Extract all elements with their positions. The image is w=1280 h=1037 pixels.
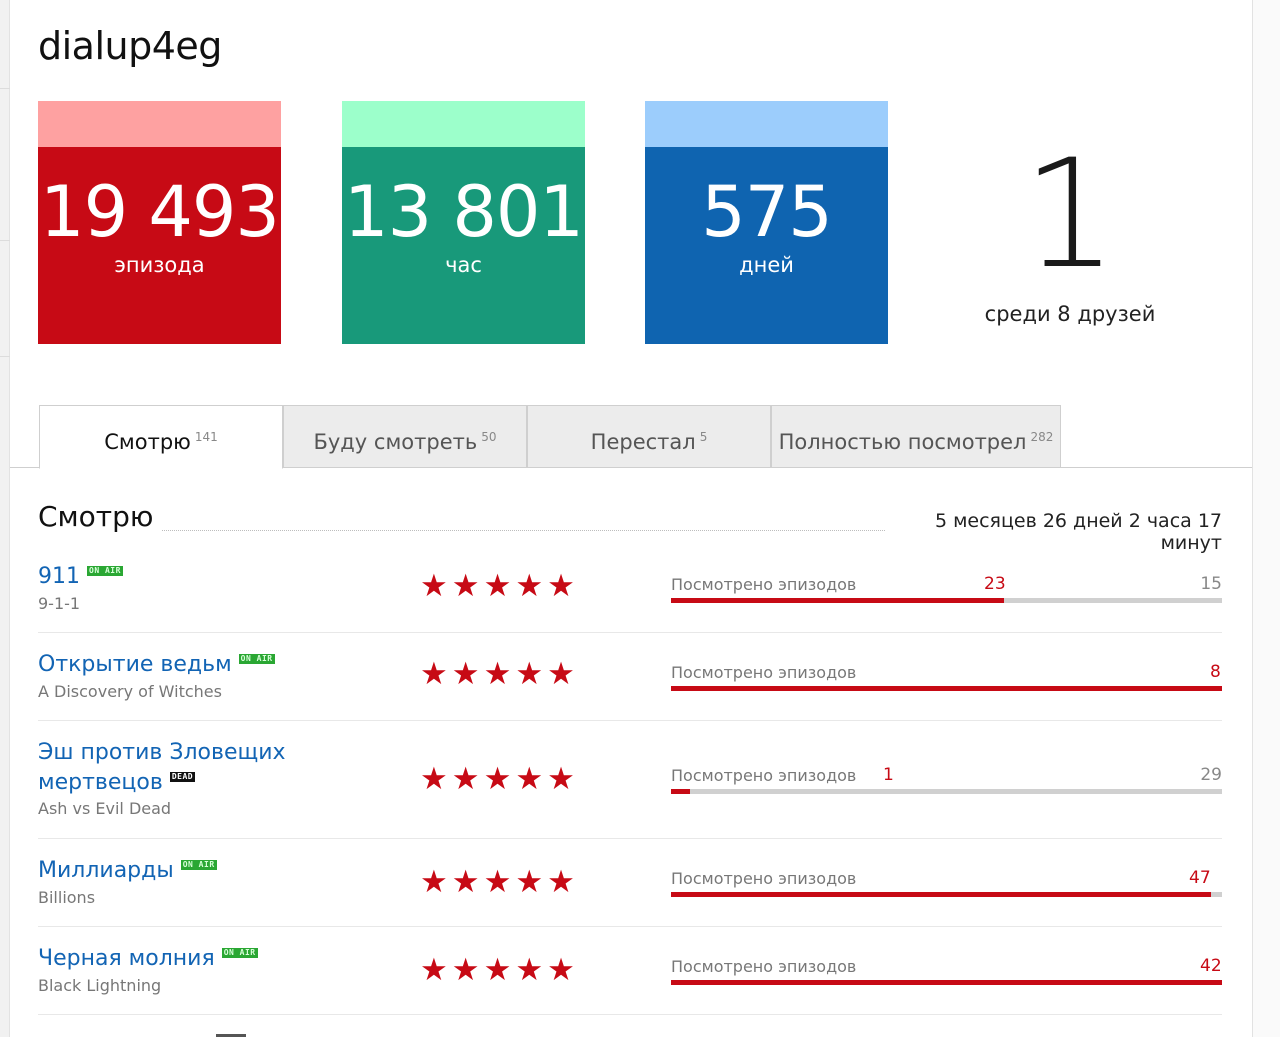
stat-days-value: 575 bbox=[701, 171, 833, 253]
show-title-link[interactable]: Открытие ведьм ON AIR bbox=[38, 650, 338, 680]
show-original-title: 9-1-1 bbox=[38, 594, 81, 613]
progress-bar-fill bbox=[671, 598, 1005, 603]
show-status-badge: ON AIR bbox=[238, 654, 275, 664]
tab-label: Смотрю bbox=[104, 430, 191, 454]
tab-label: Перестал bbox=[590, 430, 696, 454]
progress-watched-count: 23 bbox=[984, 574, 1006, 594]
rating-stars[interactable]: ★★★★★ bbox=[420, 952, 579, 988]
progress-label: Посмотрено эпизодов bbox=[671, 869, 857, 888]
progress-watched-count: 47 bbox=[1189, 868, 1211, 888]
tab-completed[interactable]: Полностью посмотрел 282 bbox=[771, 405, 1061, 468]
progress-bar-fill bbox=[671, 789, 690, 794]
tab-stopped[interactable]: Перестал 5 bbox=[527, 405, 771, 468]
rating-stars[interactable]: ★★★★★ bbox=[420, 761, 579, 797]
friends-rank: 1 среди 8 друзей bbox=[960, 140, 1180, 326]
stat-hours: 13 801 час bbox=[342, 101, 585, 344]
progress-watched-count: 1 bbox=[883, 765, 894, 785]
progress-bar bbox=[671, 789, 1222, 794]
show-title[interactable]: 911 bbox=[38, 564, 80, 589]
tab-label: Буду смотреть bbox=[313, 430, 478, 454]
show-title-link[interactable]: Черная молния ON AIR bbox=[38, 944, 338, 974]
next-row-stub bbox=[216, 1034, 246, 1037]
show-status-badge: DEAD bbox=[169, 772, 196, 782]
show-row: Эш против Зловещих мертвецов DEAD Ash vs … bbox=[38, 721, 1222, 839]
show-original-title: Ash vs Evil Dead bbox=[38, 799, 172, 818]
progress-bar-fill bbox=[671, 686, 1222, 691]
show-title-link[interactable]: Эш против Зловещих мертвецов DEAD bbox=[38, 738, 338, 798]
show-original-title: Black Lightning bbox=[38, 976, 162, 995]
tab-will-watch[interactable]: Буду смотреть 50 bbox=[283, 405, 527, 468]
show-status-badge: ON AIR bbox=[87, 566, 123, 576]
progress-watched-count: 8 bbox=[1210, 662, 1221, 682]
progress-label: Посмотрено эпизодов bbox=[671, 575, 857, 594]
progress-label: Посмотрено эпизодов bbox=[671, 766, 857, 785]
stat-hours-unit: час bbox=[445, 253, 482, 277]
progress-total-count: 15 bbox=[1200, 574, 1222, 594]
progress-bar-fill bbox=[671, 980, 1222, 985]
stat-episodes-value: 19 493 bbox=[40, 171, 280, 253]
tab-count: 50 bbox=[481, 430, 497, 444]
stat-hours-band bbox=[342, 101, 585, 147]
section-title: Смотрю bbox=[38, 500, 162, 533]
show-row: Черная молния ON AIR Black Lightning ★★★★… bbox=[38, 927, 1222, 1015]
rating-stars[interactable]: ★★★★★ bbox=[420, 864, 579, 900]
rating-stars[interactable]: ★★★★★ bbox=[420, 568, 579, 604]
show-status-badge: ON AIR bbox=[221, 948, 258, 958]
tab-watching[interactable]: Смотрю 141 bbox=[39, 405, 283, 469]
sidebar-divider bbox=[0, 356, 10, 357]
progress-watched-count: 42 bbox=[1200, 956, 1222, 976]
friends-rank-caption[interactable]: среди 8 друзей bbox=[984, 302, 1156, 326]
section-divider bbox=[150, 530, 885, 531]
progress-bar-fill bbox=[671, 892, 1211, 897]
sidebar-divider bbox=[0, 88, 10, 89]
stat-episodes: 19 493 эпизода bbox=[38, 101, 281, 344]
stat-days: 575 дней bbox=[645, 101, 888, 344]
tab-label: Полностью посмотрел bbox=[778, 430, 1027, 454]
show-title[interactable]: Миллиарды bbox=[38, 858, 174, 883]
stat-episodes-unit: эпизода bbox=[114, 253, 205, 277]
show-row: Миллиарды ON AIR Billions ★★★★★ Посмотрен… bbox=[38, 839, 1222, 927]
progress-label: Посмотрено эпизодов bbox=[671, 663, 857, 682]
friends-rank-value: 1 bbox=[1022, 128, 1118, 302]
show-row: Открытие ведьм ON AIR A Discovery of Witc… bbox=[38, 633, 1222, 721]
rating-stars[interactable]: ★★★★★ bbox=[420, 656, 579, 692]
progress-bar bbox=[671, 980, 1222, 985]
show-original-title: Billions bbox=[38, 888, 96, 907]
show-original-title: A Discovery of Witches bbox=[38, 682, 222, 701]
show-title[interactable]: Эш против Зловещих мертвецов bbox=[38, 740, 286, 795]
stat-episodes-band bbox=[38, 101, 281, 147]
sidebar-divider bbox=[0, 240, 10, 241]
show-title[interactable]: Открытие ведьм bbox=[38, 652, 232, 677]
left-sidebar-edge bbox=[0, 0, 10, 1037]
show-title-link[interactable]: 911 ON AIR bbox=[38, 562, 338, 592]
show-row: 911 ON AIR 9-1-1 ★★★★★ Посмотрено эпизодо… bbox=[38, 560, 1222, 633]
right-scroll-edge bbox=[1252, 0, 1280, 1037]
tab-count: 141 bbox=[194, 430, 218, 444]
progress-bar bbox=[671, 686, 1222, 691]
progress-bar bbox=[671, 892, 1222, 897]
stat-days-band bbox=[645, 101, 888, 147]
tab-count: 5 bbox=[699, 430, 708, 444]
show-title-link[interactable]: Миллиарды ON AIR bbox=[38, 856, 338, 886]
tab-count: 282 bbox=[1030, 430, 1054, 444]
section-total-time: 5 месяцев 26 дней 2 часа 17 минут bbox=[934, 510, 1222, 554]
show-title[interactable]: Черная молния bbox=[38, 946, 215, 971]
progress-label: Посмотрено эпизодов bbox=[671, 957, 857, 976]
profile-username: dialup4eg bbox=[38, 24, 222, 68]
stat-hours-value: 13 801 bbox=[344, 171, 584, 253]
show-status-badge: ON AIR bbox=[180, 860, 217, 870]
stat-days-unit: дней bbox=[739, 253, 794, 277]
progress-total-count: 29 bbox=[1200, 765, 1222, 785]
progress-bar bbox=[671, 598, 1222, 603]
